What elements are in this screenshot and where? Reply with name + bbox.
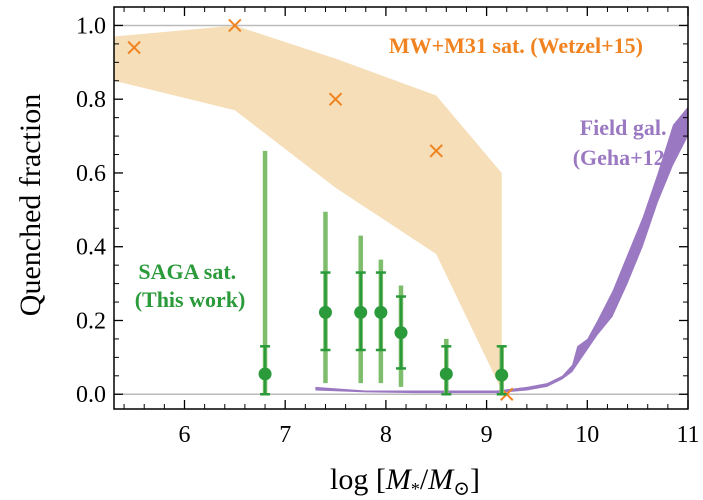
shaded-bands: [114, 25, 688, 394]
reference-lines: [114, 24, 688, 395]
band-0: [114, 25, 502, 391]
x-tick-label-0: 6: [178, 422, 190, 448]
mw-m31-label: MW+M31 sat. (Wetzel+15): [389, 33, 643, 58]
field-label-line-2: (Geha+12): [573, 145, 672, 170]
x-axis-title-sub-star: *: [411, 479, 420, 499]
x-tick-label-3: 9: [481, 422, 493, 448]
x-tick-label-1: 7: [279, 422, 291, 448]
x-axis-title-mass-sun: M: [427, 463, 455, 496]
saga-error-bars: [258, 150, 509, 396]
x-marker-0: [127, 40, 141, 55]
saga-point-0: [258, 367, 272, 381]
saga-point-1: [318, 305, 332, 319]
saga-label-line-2: (This work): [135, 287, 246, 312]
x-marker-2: [328, 92, 343, 106]
x-axis-title-sub-sun: ⊙: [453, 478, 470, 500]
saga-sat-label: SAGA sat. (This work): [135, 259, 246, 312]
data-points: [127, 18, 514, 401]
y-tick-label-5: 1.0: [76, 13, 106, 39]
saga-point-6: [495, 368, 509, 382]
x-axis-title-prefix: log [: [330, 463, 386, 496]
saga-label-line-1: SAGA sat.: [138, 259, 236, 284]
x-axis-title-slash: /: [420, 463, 429, 496]
x-tick-label-4: 10: [575, 422, 599, 448]
x-marker-1: [228, 18, 242, 33]
axis-ticks: 6 7 8 9 10 11 0.0 0.2 0.4 0.6 0.8 1.0: [76, 7, 700, 448]
x-tick-label-5: 11: [676, 422, 699, 448]
y-tick-label-2: 0.4: [76, 235, 106, 261]
plot-layers: [114, 18, 688, 401]
saga-point-4: [394, 326, 408, 340]
y-tick-label-4: 0.8: [76, 87, 106, 113]
y-tick-label-1: 0.2: [76, 308, 106, 334]
saga-point-3: [374, 305, 388, 319]
y-axis-title: Quenched fraction: [14, 94, 47, 316]
x-axis-title: log [M*/M⊙]: [330, 463, 480, 500]
x-tick-label-2: 8: [380, 422, 392, 448]
x-axis-title-mass: M: [385, 463, 413, 496]
y-tick-label-0: 0.0: [76, 382, 106, 408]
saga-point-2: [354, 305, 368, 319]
saga-point-5: [439, 367, 453, 381]
field-galaxies-label: Field gal. (Geha+12): [573, 115, 672, 170]
x-axis-title-suffix: ]: [470, 463, 480, 496]
plot-frame: [113, 6, 689, 410]
x-marker-3: [429, 144, 443, 158]
y-tick-label-3: 0.6: [76, 161, 106, 187]
field-label-line-1: Field gal.: [580, 115, 667, 140]
